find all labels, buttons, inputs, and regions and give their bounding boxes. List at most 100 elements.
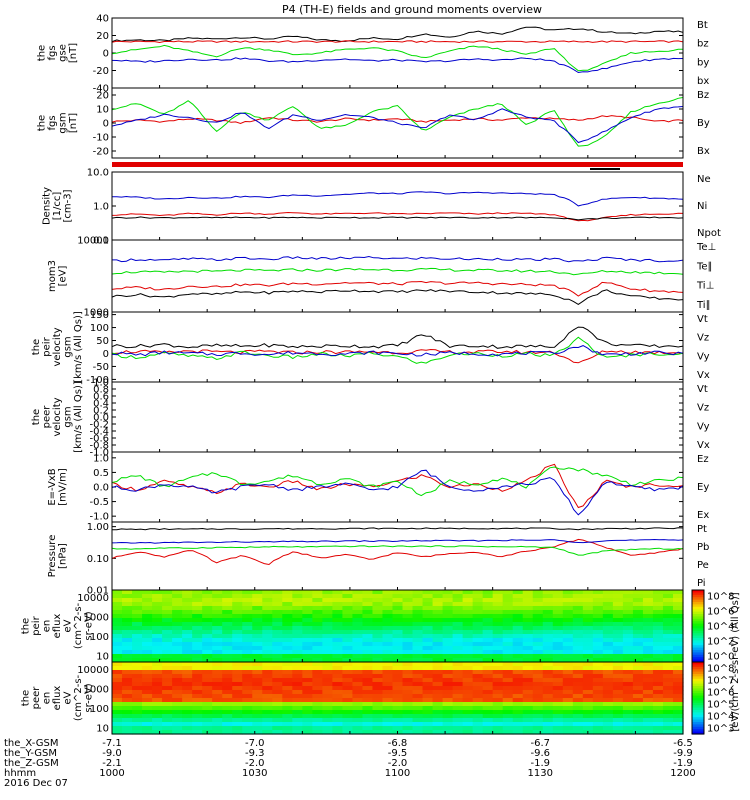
colorbar-cell — [692, 599, 704, 603]
spectrogram-cell — [602, 698, 614, 703]
spectrogram-cell — [512, 610, 524, 615]
spectrogram-cell — [482, 730, 494, 735]
spectrogram-cell — [502, 698, 514, 703]
spectrogram-cell — [362, 634, 374, 639]
spectrogram-cell — [252, 622, 263, 627]
spectrogram-cell — [592, 706, 604, 711]
legend-entry: Ti∥ — [696, 300, 711, 311]
spectrogram-cell — [412, 626, 424, 631]
spectrogram-cell — [472, 694, 484, 699]
spectrogram-cell — [482, 610, 494, 615]
spectrogram-cell — [282, 658, 293, 663]
spectrogram-cell — [672, 654, 684, 659]
spectrogram-cell — [442, 614, 454, 619]
spectrogram-cell — [512, 702, 524, 707]
spectrogram-cell — [512, 622, 524, 627]
colorbar-cell — [692, 671, 704, 675]
spectrogram-cell — [122, 614, 133, 619]
spectrogram-cell — [402, 634, 414, 639]
spectrogram-cell — [172, 594, 183, 599]
spectrogram-cell — [262, 694, 273, 699]
spectrogram-cell — [592, 698, 604, 703]
spectrogram-cell — [202, 650, 213, 655]
spectrogram-cell — [422, 722, 434, 727]
spectrogram-cell — [622, 674, 634, 679]
series-line-Bx — [112, 106, 683, 144]
spectrogram-cell — [302, 726, 313, 731]
series-group — [112, 26, 683, 74]
spectrogram-cell — [302, 710, 313, 715]
spectrogram-cell — [432, 702, 444, 707]
spectrogram-cell — [332, 726, 344, 731]
spectrogram-cell — [232, 630, 243, 635]
spectrogram-cell — [252, 638, 263, 643]
spectrogram-cell — [112, 626, 123, 631]
spectrogram-cell — [522, 686, 534, 691]
spectrogram-cell — [392, 610, 404, 615]
spectrogram-cell — [532, 662, 544, 667]
spectrogram-cell — [532, 626, 544, 631]
ylabel-line: Pressure — [47, 535, 58, 578]
spectrogram-cell — [502, 634, 514, 639]
spectrogram-cell — [372, 658, 384, 663]
spectrogram-cell — [232, 626, 243, 631]
spectrogram-cell — [462, 658, 474, 663]
spectrogram-cell — [652, 654, 664, 659]
spectrogram-cell — [322, 714, 333, 719]
spectrogram-cell — [402, 662, 414, 667]
spectrogram-cell — [662, 726, 674, 731]
spectrogram-cell — [182, 698, 193, 703]
spectrogram-cell — [462, 690, 474, 695]
spectrogram-cell — [142, 590, 153, 595]
spectrogram-cell — [422, 730, 434, 735]
spectrogram-cell — [622, 634, 634, 639]
spectrogram-cell — [372, 686, 384, 691]
spectrogram-cell — [532, 614, 544, 619]
spectrogram-cell — [662, 706, 674, 711]
spectrogram-cell — [222, 606, 233, 611]
legend-entry: Bx — [697, 146, 710, 157]
spectrogram-cell — [512, 678, 524, 683]
spectrogram-cell — [542, 674, 554, 679]
spectrogram-cell — [532, 702, 544, 707]
spectrogram-cell — [112, 702, 123, 707]
spectrogram-cell — [652, 594, 664, 599]
spectrogram-cell — [112, 670, 123, 675]
spectrogram-cell — [482, 670, 494, 675]
ytick-label: 0.1 — [93, 236, 109, 247]
colorbar-cell — [692, 664, 704, 668]
spectrogram-cell — [452, 646, 464, 651]
spectrogram-cell — [552, 694, 564, 699]
spectrogram-cell — [142, 626, 153, 631]
spectrogram-cell — [252, 654, 263, 659]
spectrogram-cell — [312, 618, 323, 623]
spectrogram-cell — [542, 730, 554, 735]
spectrogram-cell — [272, 670, 283, 675]
spectrogram-cell — [552, 594, 564, 599]
spectrogram-cell — [402, 594, 414, 599]
spectrogram-cell — [552, 622, 564, 627]
spectrogram-cell — [202, 626, 213, 631]
spectrogram-cell — [602, 598, 614, 603]
spectrogram-cell — [172, 626, 183, 631]
spectrogram-cell — [362, 674, 374, 679]
spectrogram-cell — [502, 650, 514, 655]
spectrogram-cell — [422, 606, 434, 611]
spectrogram-cell — [302, 658, 313, 663]
spectrogram-cell — [282, 646, 293, 651]
spectrogram-cell — [372, 602, 384, 607]
colorbar-cell — [692, 674, 704, 677]
spectrogram-cell — [292, 726, 303, 731]
spectrogram-cell — [552, 646, 564, 651]
spectrogram-cell — [322, 622, 333, 627]
spectrogram-cell — [272, 638, 283, 643]
spectrogram-cell — [222, 610, 233, 615]
spectrogram-cell — [602, 718, 614, 723]
spectrogram-cell — [452, 674, 464, 679]
spectrogram-cell — [192, 630, 203, 635]
spectrogram-cell — [142, 714, 153, 719]
spectrogram-cell — [242, 610, 253, 615]
spectrogram-cell — [602, 714, 614, 719]
spectrogram-cell — [182, 706, 193, 711]
spectrogram-cell — [462, 590, 474, 595]
